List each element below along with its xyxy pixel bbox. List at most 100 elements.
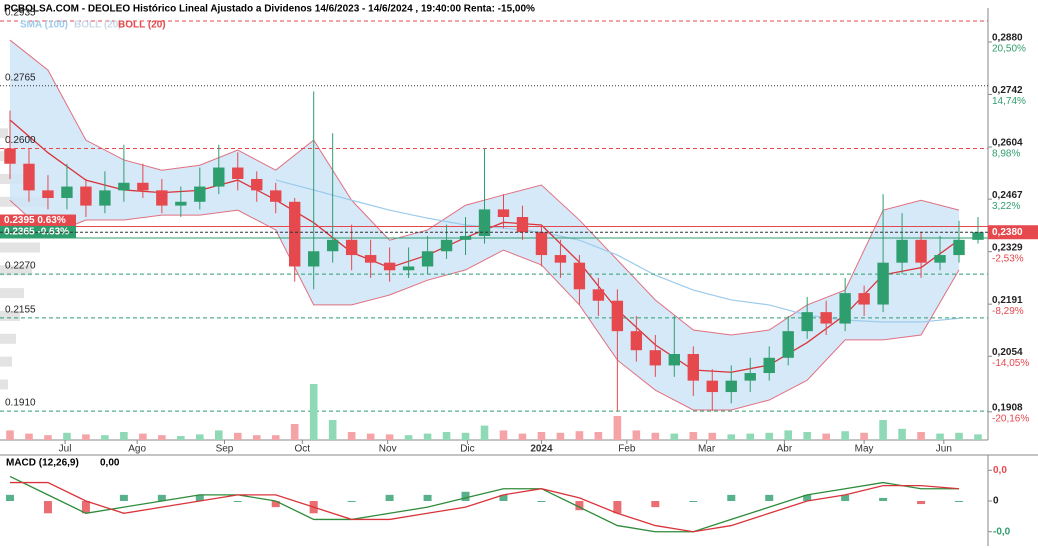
candle-body: [934, 255, 946, 263]
volume-bar: [6, 430, 14, 440]
volume-bar: [252, 435, 261, 440]
volume-bar: [689, 432, 698, 440]
macd-histogram-bar: [423, 494, 432, 501]
x-tick-label: Ago: [128, 444, 146, 455]
level-label: 0.1910: [5, 398, 36, 409]
last-price-label: 0,2380: [992, 227, 1023, 238]
legend-boll-band: BOLL (20): [74, 20, 122, 31]
volume-bar: [63, 432, 71, 440]
candle-body: [763, 357, 775, 374]
candle-body: [459, 236, 472, 240]
y-tick-pct: -2,53%: [992, 253, 1024, 264]
macd-label: MACD (12,26,9): [6, 458, 79, 469]
candle-body: [175, 201, 187, 206]
macd-value: 0,00: [100, 458, 120, 469]
candle-body: [611, 300, 624, 332]
x-tick-label: Mar: [698, 444, 716, 455]
candle-body: [478, 209, 491, 237]
volume-bar: [708, 432, 717, 440]
candle-body: [668, 354, 681, 366]
level-label-box: [0, 214, 76, 227]
candle-body: [896, 239, 908, 263]
x-tick-label: Feb: [618, 444, 636, 455]
candle-body: [118, 182, 130, 191]
macd-histogram-bar: [157, 494, 166, 501]
bollinger-lower: [9, 199, 960, 411]
volume-bar: [177, 436, 185, 440]
y-tick-label: 0,2742: [992, 85, 1023, 96]
level-label: 0.2600: [5, 135, 36, 146]
volume-bar: [594, 432, 603, 440]
signal-line: [10, 481, 960, 533]
level-label: 0.2935: [5, 8, 36, 19]
level-label: 0.2270: [5, 261, 36, 272]
legend: SMA (100) BOLL (20) BOLL (20): [20, 20, 166, 31]
macd-histogram-bar: [917, 501, 926, 505]
macd-y-tick-label: -0,0: [993, 526, 1011, 537]
volume-bar: [423, 433, 432, 440]
volume-bar: [575, 431, 584, 440]
macd-histogram-bar: [195, 494, 204, 501]
volume-profile-bar: [0, 310, 20, 321]
candle-body: [782, 331, 794, 358]
volume-bar: [233, 432, 242, 440]
level-label: 0.2395 0.63%: [4, 215, 66, 226]
candle-body: [42, 190, 54, 198]
candle-body: [592, 289, 605, 301]
macd-histogram-bar: [271, 501, 280, 508]
volume-bar: [347, 432, 356, 440]
candle-body: [4, 148, 16, 164]
candle-body: [706, 380, 718, 393]
volume-bar: [556, 432, 565, 440]
candle-body: [345, 239, 358, 256]
candle-body: [232, 167, 244, 179]
volume-bar: [328, 420, 337, 440]
candle-body: [99, 190, 111, 206]
candle-body: [915, 239, 927, 263]
last-price-tag: [988, 225, 1038, 240]
candle-body: [23, 163, 35, 191]
y-tick-label: 0,1908: [992, 402, 1023, 413]
macd-histogram-bar: [727, 494, 736, 501]
level-label: 0.2155: [5, 304, 36, 315]
y-tick-pct: 14,74%: [992, 96, 1026, 107]
volume-bar: [25, 433, 33, 440]
macd-histogram-bar: [879, 497, 888, 501]
volume-bar: [822, 433, 830, 440]
y-tick-pct: -20,16%: [992, 413, 1029, 424]
candle-body: [649, 350, 662, 366]
candle-body: [440, 239, 453, 252]
candle-body: [251, 178, 263, 191]
macd-histogram-bar: [575, 501, 584, 511]
volume-bar: [803, 432, 811, 440]
macd-y-tick-label: 0: [993, 496, 999, 507]
y-tick-pct: -8,29%: [992, 306, 1024, 317]
candle-body: [687, 354, 699, 381]
macd-histogram-bar: [499, 494, 508, 501]
volume-bar: [271, 435, 280, 440]
candle-body: [535, 232, 548, 256]
y-tick-label: 0,2604: [992, 138, 1023, 149]
macd-line: [9, 475, 960, 533]
macd-histogram-bar: [43, 501, 52, 514]
y-tick-label: 0,2329: [992, 242, 1023, 253]
x-tick-label: Jun: [936, 444, 952, 455]
x-tick-label: Oct: [295, 444, 311, 455]
macd-histogram-bar: [651, 501, 660, 508]
candle-body: [364, 255, 377, 263]
macd-histogram-bar: [689, 501, 698, 502]
volume-bar: [158, 435, 166, 440]
candle-body: [270, 190, 282, 202]
volume-bar: [879, 420, 887, 440]
candle-body: [383, 262, 396, 271]
volume-bar: [120, 432, 128, 440]
macd-histogram-bar: [119, 494, 128, 501]
x-tick-label: 2024: [530, 444, 553, 455]
macd-histogram-bar: [347, 501, 356, 502]
volume-profile-bar: [0, 379, 8, 390]
x-tick-label: Dic: [460, 444, 474, 455]
candle-body: [156, 190, 168, 206]
candle-body: [497, 209, 510, 218]
candle-body: [326, 239, 339, 252]
